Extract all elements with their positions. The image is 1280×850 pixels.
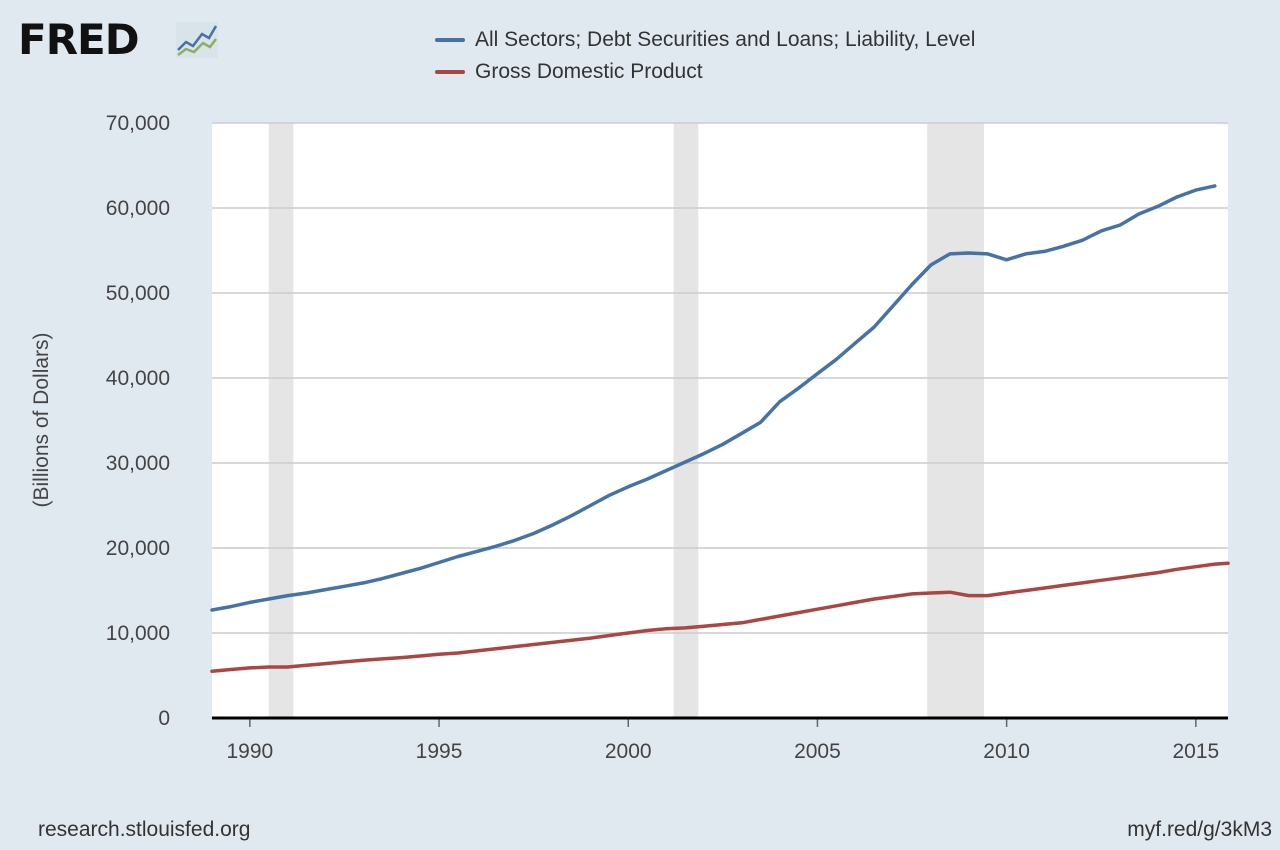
- plot-background: [212, 123, 1228, 718]
- x-tick-label: 2005: [794, 740, 841, 763]
- recession-band-0: [268, 123, 294, 718]
- source-link[interactable]: research.stlouisfed.org: [38, 818, 251, 841]
- y-tick-label: 20,000: [106, 537, 170, 560]
- short-link[interactable]: myf.red/g/3kM3: [1127, 818, 1272, 841]
- grid-lines: [212, 122, 1228, 634]
- chart-legend: All Sectors; Debt Securities and Loans; …: [435, 24, 975, 88]
- y-tick-label: 30,000: [106, 452, 170, 475]
- chart-line-icon: [176, 22, 218, 58]
- y-tick-label: 70,000: [106, 112, 170, 135]
- y-tick-label: 60,000: [106, 197, 170, 220]
- y-tick-label: 10,000: [106, 622, 170, 645]
- series-line-1[interactable]: [210, 561, 1230, 674]
- legend-label-debt: All Sectors; Debt Securities and Loans; …: [475, 28, 976, 51]
- legend-item-gdp[interactable]: Gross Domestic Product: [435, 56, 975, 88]
- y-axis-label: (Billions of Dollars): [30, 332, 53, 507]
- legend-swatch-gdp: [435, 70, 465, 74]
- legend-item-debt[interactable]: All Sectors; Debt Securities and Loans; …: [435, 24, 975, 56]
- x-axis-ticks: 1990 1995 2000 2005 2010 2015: [226, 718, 1219, 763]
- x-tick-label: 2015: [1172, 740, 1219, 763]
- legend-label-gdp: Gross Domestic Product: [475, 60, 703, 83]
- y-axis-ticks: 0 10,000 20,000 30,000 40,000 50,000 60,000 70,…: [106, 112, 170, 730]
- line-chart: 0 10,000 20,000 30,000 40,000 50,000 60,000 70,…: [30, 112, 1230, 763]
- x-tick-label: 1995: [416, 740, 463, 763]
- fred-logo[interactable]: FRED: [18, 18, 238, 66]
- y-tick-label: 0: [158, 707, 170, 730]
- series-line-0[interactable]: [210, 184, 1217, 612]
- y-tick-label: 50,000: [106, 282, 170, 305]
- legend-swatch-debt: [435, 38, 465, 42]
- logo-text: FRED: [18, 15, 140, 64]
- recession-band-2: [927, 123, 984, 718]
- recession-bands: [268, 123, 984, 718]
- y-tick-label: 40,000: [106, 367, 170, 390]
- series-lines: [210, 184, 1230, 674]
- recession-band-1: [673, 123, 699, 718]
- x-tick-label: 2000: [605, 740, 652, 763]
- x-tick-label: 1990: [226, 740, 273, 763]
- x-tick-label: 2010: [983, 740, 1030, 763]
